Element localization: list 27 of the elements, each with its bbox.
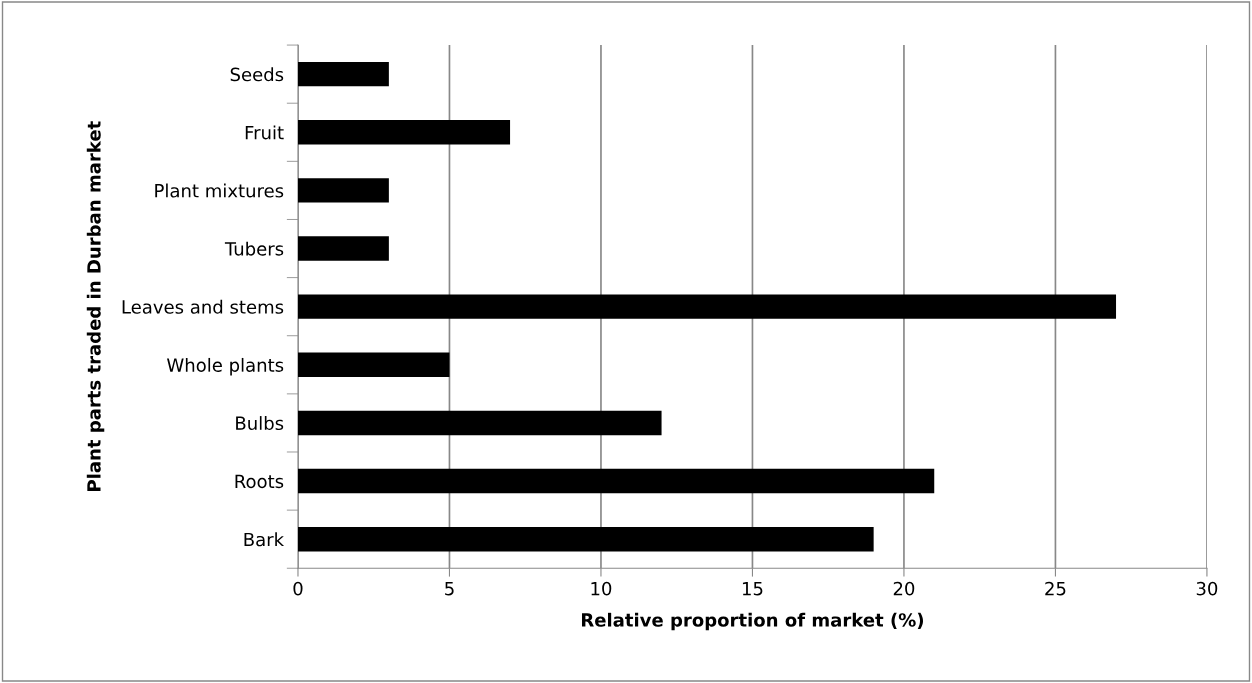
x-tick-label: 5	[445, 582, 454, 596]
y-tick-label: Fruit	[245, 125, 284, 140]
y-tick-label: Seeds	[230, 67, 284, 82]
y-tick-label: Roots	[235, 474, 284, 489]
bar	[297, 61, 389, 87]
x-tick-label: 15	[742, 582, 763, 596]
x-tick-label: 20	[893, 581, 915, 596]
y-tick-label: Bulbs	[236, 416, 284, 431]
bar	[297, 526, 874, 552]
y-tick-label: Tubers	[224, 241, 284, 256]
y-tick-label: Whole plants	[167, 357, 284, 376]
y-tick-label: Bark	[244, 532, 285, 547]
bar	[297, 352, 450, 378]
y-axis-title: Plant parts traded in Durban market	[86, 121, 105, 491]
x-tick-label: 25	[1045, 581, 1066, 596]
y-tick-label: Plant mixtures	[155, 183, 284, 198]
bar	[297, 294, 1117, 319]
y-tick-label: Leaves and stems	[122, 299, 284, 314]
x-tick-label: 10	[591, 581, 612, 596]
x-axis-title: Relative proportion of market (%)	[582, 612, 924, 631]
bar	[297, 410, 662, 436]
x-tick-label: 30	[1196, 581, 1218, 596]
bar	[297, 178, 389, 203]
bar	[297, 120, 511, 145]
bar	[297, 468, 935, 494]
x-tick-label: 0	[293, 581, 303, 596]
bar	[297, 236, 389, 261]
